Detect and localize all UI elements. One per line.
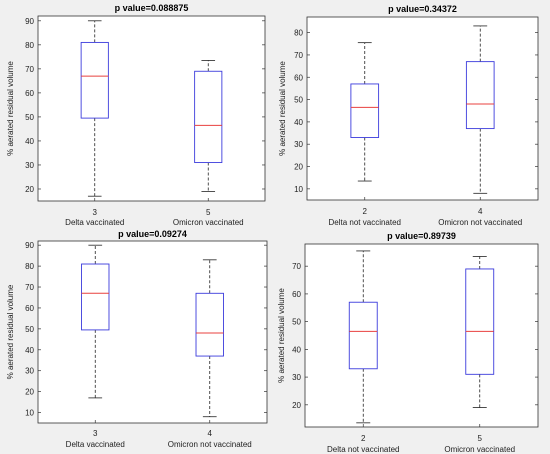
chart-title: p value=0.088875: [115, 3, 189, 13]
x-group-label: Omicron vaccinated: [444, 445, 515, 454]
x-tick-label: 2: [361, 434, 366, 443]
y-tick-label: 90: [25, 17, 34, 26]
y-tick-label: 40: [25, 137, 34, 146]
box-plot-panel-bottom-right: p value=0.89739 20 30 40 50 60 70 % aerated res…: [275, 227, 550, 454]
y-tick-label: 30: [292, 373, 301, 382]
x-group-label: Omicron not vaccinated: [168, 440, 252, 449]
x-tick-label: 5: [206, 208, 211, 217]
y-tick-label: 50: [292, 318, 301, 327]
y-axis-label: % aerated residual volume: [278, 61, 287, 156]
x-tick-label: 5: [478, 434, 483, 443]
y-tick-label: 90: [25, 241, 34, 250]
box-plot-panel-top-left: p value=0.088875 20 30 40 50 60 70 80 90 % aerate…: [0, 0, 275, 227]
x-group-label: Delta not vaccinated: [329, 218, 402, 227]
y-tick-label: 80: [25, 41, 34, 50]
box-plot-svg: p value=0.088875 20 30 40 50 60 70 80 90 % aerate…: [6, 3, 266, 227]
chart-title: p value=0.89739: [387, 231, 456, 241]
y-tick-label: 20: [25, 388, 34, 397]
axes-frame: [306, 16, 539, 201]
y-axis-label: % aerated residual volume: [6, 61, 15, 156]
box-iqr: [465, 268, 495, 375]
y-tick-label: 30: [294, 140, 303, 149]
y-tick-label: 80: [25, 262, 34, 271]
y-tick-label: 60: [25, 89, 34, 98]
x-group-label: Delta not vaccinated: [327, 445, 400, 454]
y-tick-label: 30: [25, 367, 34, 376]
y-axis-label: % aerated residual volume: [6, 284, 15, 379]
y-tick-label: 10: [294, 185, 303, 194]
y-tick-label: 60: [292, 290, 301, 299]
x-tick-label: 2: [363, 207, 368, 216]
x-tick-label: 3: [93, 208, 98, 217]
box-iqr: [195, 292, 224, 357]
x-tick-label: 4: [478, 207, 483, 216]
y-tick-label: 20: [292, 401, 301, 410]
y-tick-label: 70: [25, 283, 34, 292]
box-iqr: [80, 41, 109, 119]
y-axis-label: % aerated residual volume: [277, 288, 286, 383]
axes-frame: [304, 243, 539, 428]
box-iqr: [348, 301, 378, 370]
chart-title: p value=0.09274: [118, 229, 187, 239]
y-tick-label: 20: [294, 163, 303, 172]
y-tick-label: 70: [292, 262, 301, 271]
y-tick-label: 40: [294, 118, 303, 127]
chart-title: p value=0.34372: [388, 4, 457, 14]
x-group-label: Omicron not vaccinated: [438, 218, 522, 227]
y-tick-label: 60: [294, 73, 303, 82]
box-plot-svg: p value=0.09274 10 20 30 40 50 60 70 80 90 % aerat…: [6, 229, 268, 449]
y-tick-label: 20: [25, 185, 34, 194]
y-tick-label: 10: [25, 409, 34, 418]
x-tick-label: 3: [93, 429, 98, 438]
y-tick-label: 80: [294, 29, 303, 38]
y-tick-label: 50: [25, 113, 34, 122]
y-tick-label: 40: [292, 345, 301, 354]
axes-frame: [37, 240, 268, 424]
y-tick-label: 40: [25, 346, 34, 355]
box-iqr: [465, 61, 495, 130]
box-plot-svg: p value=0.34372 10 20 30 40 50 60 70 80 % aerated…: [278, 4, 539, 227]
x-group-label: Delta vaccinated: [66, 440, 125, 449]
y-tick-label: 70: [25, 65, 34, 74]
axes-frame: [37, 15, 266, 202]
y-tick-label: 50: [25, 325, 34, 334]
x-group-label: Delta vaccinated: [65, 218, 124, 227]
box-plot-svg: p value=0.89739 20 30 40 50 60 70 % aerated res…: [277, 231, 539, 454]
box-plot-panel-top-right: p value=0.34372 10 20 30 40 50 60 70 80 % aerated…: [275, 0, 550, 227]
y-tick-label: 50: [294, 96, 303, 105]
y-tick-label: 70: [294, 51, 303, 60]
box-iqr: [81, 263, 110, 331]
y-tick-label: 60: [25, 304, 34, 313]
box-iqr: [350, 83, 380, 138]
y-tick-label: 30: [25, 161, 34, 170]
box-plot-panel-bottom-left: p value=0.09274 10 20 30 40 50 60 70 80 90 % aerat…: [0, 227, 275, 454]
box-iqr: [194, 70, 223, 164]
x-group-label: Omicron vaccinated: [173, 218, 244, 227]
x-tick-label: 4: [208, 429, 213, 438]
